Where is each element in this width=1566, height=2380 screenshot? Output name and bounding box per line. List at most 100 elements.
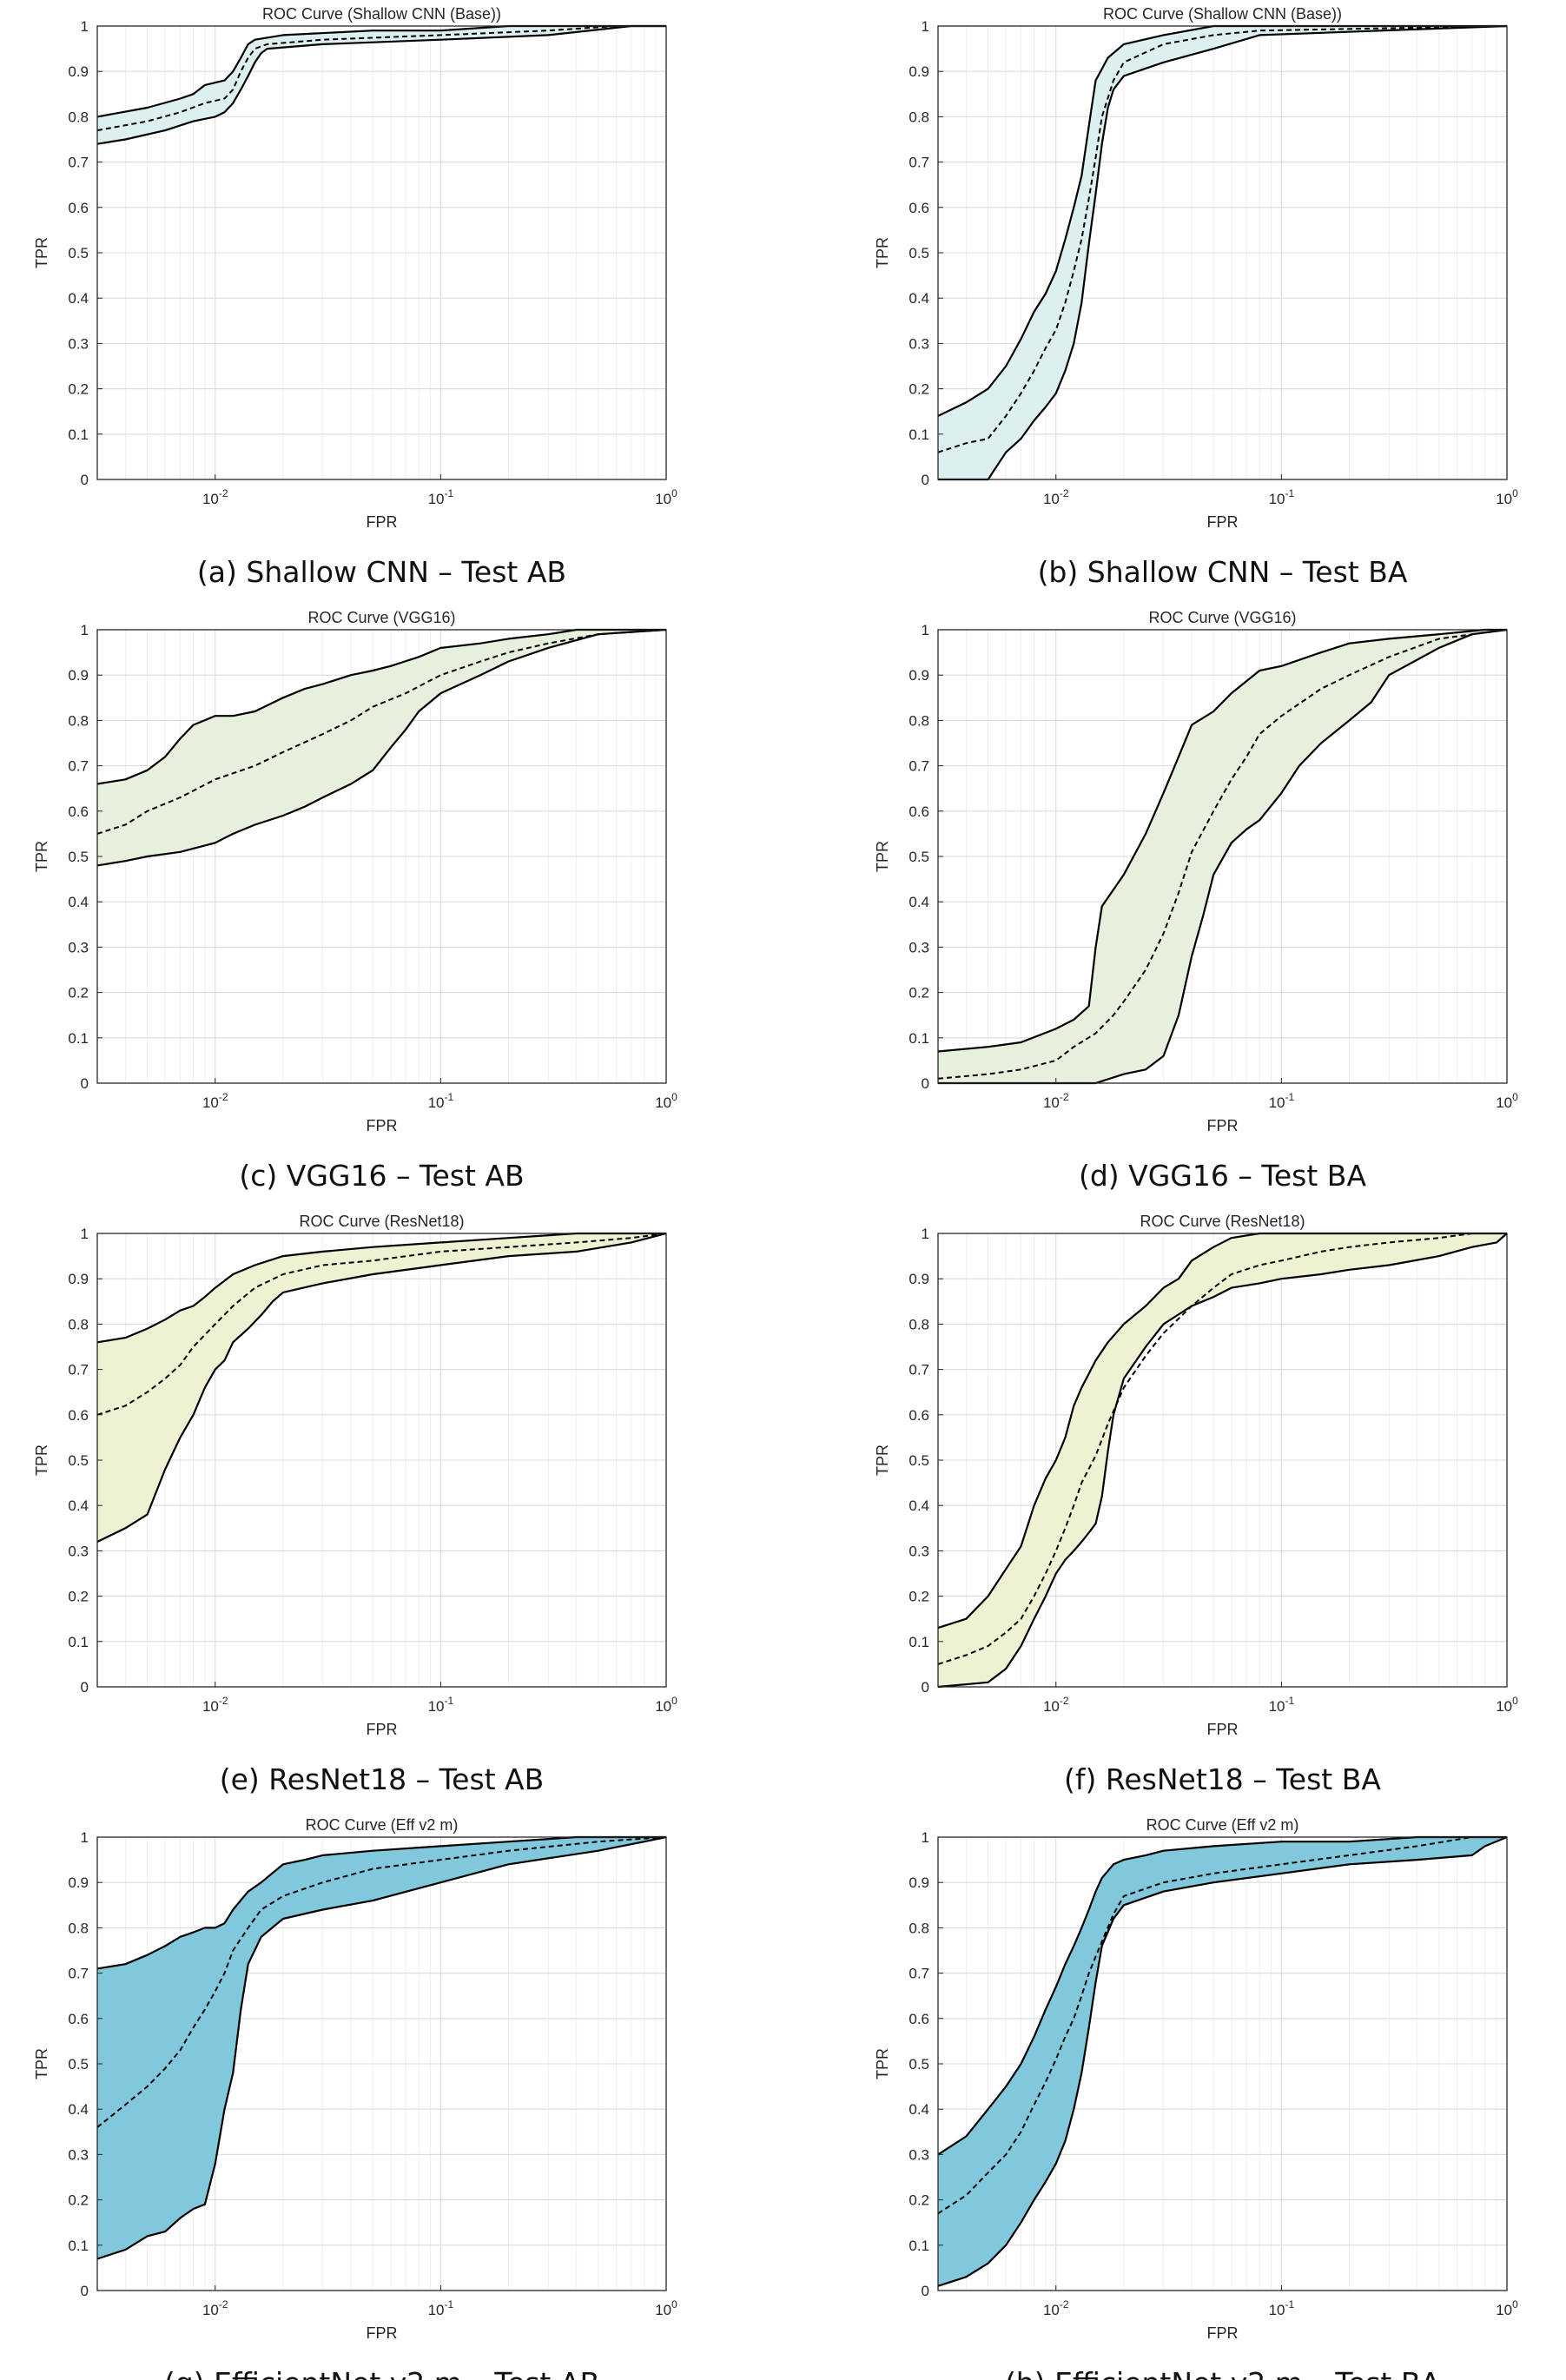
y-tick-label: 0.1: [68, 1634, 89, 1650]
y-tick-label: 0: [922, 2283, 929, 2299]
mean-roc-curve: [96, 629, 667, 835]
chart-title: ROC Curve (VGG16): [307, 609, 455, 626]
y-tick-label: 1: [81, 1829, 89, 1846]
y-tick-label: 0.3: [909, 939, 929, 955]
y-tick-label: 0: [81, 2283, 89, 2299]
y-tick-label: 0: [922, 1075, 929, 1092]
upper-roc-curve: [96, 1232, 666, 1344]
y-tick-label: 0.1: [68, 426, 89, 443]
y-tick-label: 0.1: [909, 1634, 929, 1650]
mean-roc-curve: [937, 629, 1508, 1080]
y-tick-label: 0.3: [68, 335, 89, 352]
y-tick-label: 0.2: [68, 2192, 89, 2209]
x-tick-label: 10-2: [202, 2298, 228, 2318]
y-tick-label: 0: [922, 1679, 929, 1696]
x-axis-label: FPR: [1207, 1721, 1239, 1738]
chart-title: ROC Curve (ResNet18): [299, 1213, 464, 1230]
y-tick-label: 0.3: [909, 2146, 929, 2163]
confidence-band: [938, 1837, 1507, 2286]
x-axis-label: FPR: [367, 513, 398, 531]
y-tick-label: 0.9: [909, 63, 929, 80]
confidence-band: [938, 630, 1507, 1083]
x-tick-label: 10-1: [428, 1695, 454, 1715]
panel-caption: (a) Shallow CNN – Test AB: [197, 555, 566, 589]
lower-roc-curve: [96, 628, 667, 867]
upper-roc-curve: [937, 1835, 1507, 2156]
y-tick-label: 0.8: [68, 109, 89, 125]
y-tick-label: 0.9: [68, 667, 89, 684]
y-tick-label: 0.4: [909, 894, 929, 910]
x-tick-label: 100: [655, 1091, 677, 1111]
y-tick-label: 1: [922, 18, 929, 35]
y-tick-label: 0.6: [68, 803, 89, 820]
x-tick-label: 10-1: [1269, 487, 1295, 507]
y-tick-label: 0.4: [909, 290, 929, 307]
y-tick-label: 0.7: [909, 155, 929, 171]
y-tick-label: 0.5: [68, 1452, 89, 1469]
y-tick-label: 0.7: [909, 1966, 929, 1982]
x-tick-label: 10-2: [1043, 1091, 1069, 1111]
x-tick-label: 10-2: [202, 1091, 228, 1111]
roc-panel-d: 0 0.1 0.2 0.3 0.4 0.5 0.6 0.7 0.8 0.9 1 10-2 10-1 100…: [874, 609, 1518, 1193]
y-tick-label: 0: [81, 1075, 89, 1092]
panel-caption: (g) EfficientNet v2 m – Test AB: [164, 2366, 599, 2380]
x-axis-label: FPR: [1207, 1117, 1239, 1134]
panel-caption: (f) ResNet18 – Test BA: [1064, 1762, 1381, 1796]
panel-caption: (c) VGG16 – Test AB: [239, 1159, 524, 1193]
y-tick-label: 0: [922, 472, 929, 488]
y-tick-label: 1: [922, 1226, 929, 1242]
panel-caption: (e) ResNet18 – Test AB: [220, 1762, 545, 1796]
grid: [96, 1233, 666, 1688]
y-tick-label: 0.7: [68, 1966, 89, 1982]
x-tick-label: 100: [1496, 1695, 1518, 1715]
y-tick-label: 0.1: [68, 2238, 89, 2254]
x-tick-label: 100: [655, 487, 677, 507]
chart-title: ROC Curve (Shallow CNN (Base)): [1103, 5, 1342, 23]
chart-title: ROC Curve (VGG16): [1148, 609, 1296, 626]
lower-roc-curve: [96, 1232, 667, 1543]
x-tick-label: 10-2: [1043, 2298, 1069, 2318]
chart-title: ROC Curve (Eff v2 m): [306, 1816, 459, 1834]
chart-title: ROC Curve (Eff v2 m): [1146, 1816, 1299, 1834]
y-tick-label: 0.5: [68, 849, 89, 865]
lower-roc-curve: [938, 628, 1508, 1085]
y-tick-label: 0.7: [909, 1362, 929, 1378]
grid: [937, 1233, 1507, 1688]
upper-roc-curve: [96, 1835, 666, 1970]
x-tick-label: 100: [1496, 2298, 1518, 2318]
y-tick-label: 0.3: [909, 1543, 929, 1559]
mean-roc-curve: [937, 1836, 1507, 2215]
panel-caption: (d) VGG16 – Test BA: [1079, 1159, 1366, 1193]
confidence-band: [97, 630, 666, 866]
y-tick-label: 0.8: [909, 109, 929, 125]
roc-panel-b: 0 0.1 0.2 0.3 0.4 0.5 0.6 0.7 0.8 0.9 1 10-2 10-1 100…: [874, 5, 1518, 589]
y-tick-label: 0.6: [68, 200, 89, 216]
y-tick-label: 0.7: [68, 155, 89, 171]
y-tick-label: 0.9: [909, 1271, 929, 1287]
y-tick-label: 0.5: [909, 849, 929, 865]
y-tick-label: 0: [81, 1679, 89, 1696]
y-tick-label: 0.4: [68, 1497, 89, 1514]
y-tick-label: 0.6: [68, 2011, 89, 2027]
panel-caption: (b) Shallow CNN – Test BA: [1038, 555, 1408, 589]
x-tick-label: 10-2: [1043, 487, 1069, 507]
y-tick-label: 0.3: [909, 335, 929, 352]
y-tick-label: 0.1: [68, 1030, 89, 1047]
roc-panel-c: 0 0.1 0.2 0.3 0.4 0.5 0.6 0.7 0.8 0.9 1 10-2 10-1 100…: [33, 609, 677, 1193]
y-tick-label: 0.1: [909, 426, 929, 443]
y-tick-label: 0.9: [68, 1874, 89, 1891]
x-axis-label: FPR: [1207, 2324, 1239, 2342]
x-axis-label: FPR: [367, 2324, 398, 2342]
y-tick-label: 0.2: [909, 2192, 929, 2209]
x-tick-label: 10-1: [428, 1091, 454, 1111]
x-tick-label: 10-2: [202, 487, 228, 507]
x-tick-label: 100: [655, 1695, 677, 1715]
y-tick-label: 0.8: [68, 1316, 89, 1332]
y-tick-label: 0.8: [909, 1920, 929, 1936]
y-tick-label: 0.6: [909, 200, 929, 216]
x-tick-label: 10-1: [428, 2298, 454, 2318]
y-tick-label: 0.5: [909, 2056, 929, 2073]
y-axis-label: TPR: [874, 841, 891, 872]
confidence-band: [97, 1837, 666, 2259]
y-tick-label: 0.1: [909, 2238, 929, 2254]
